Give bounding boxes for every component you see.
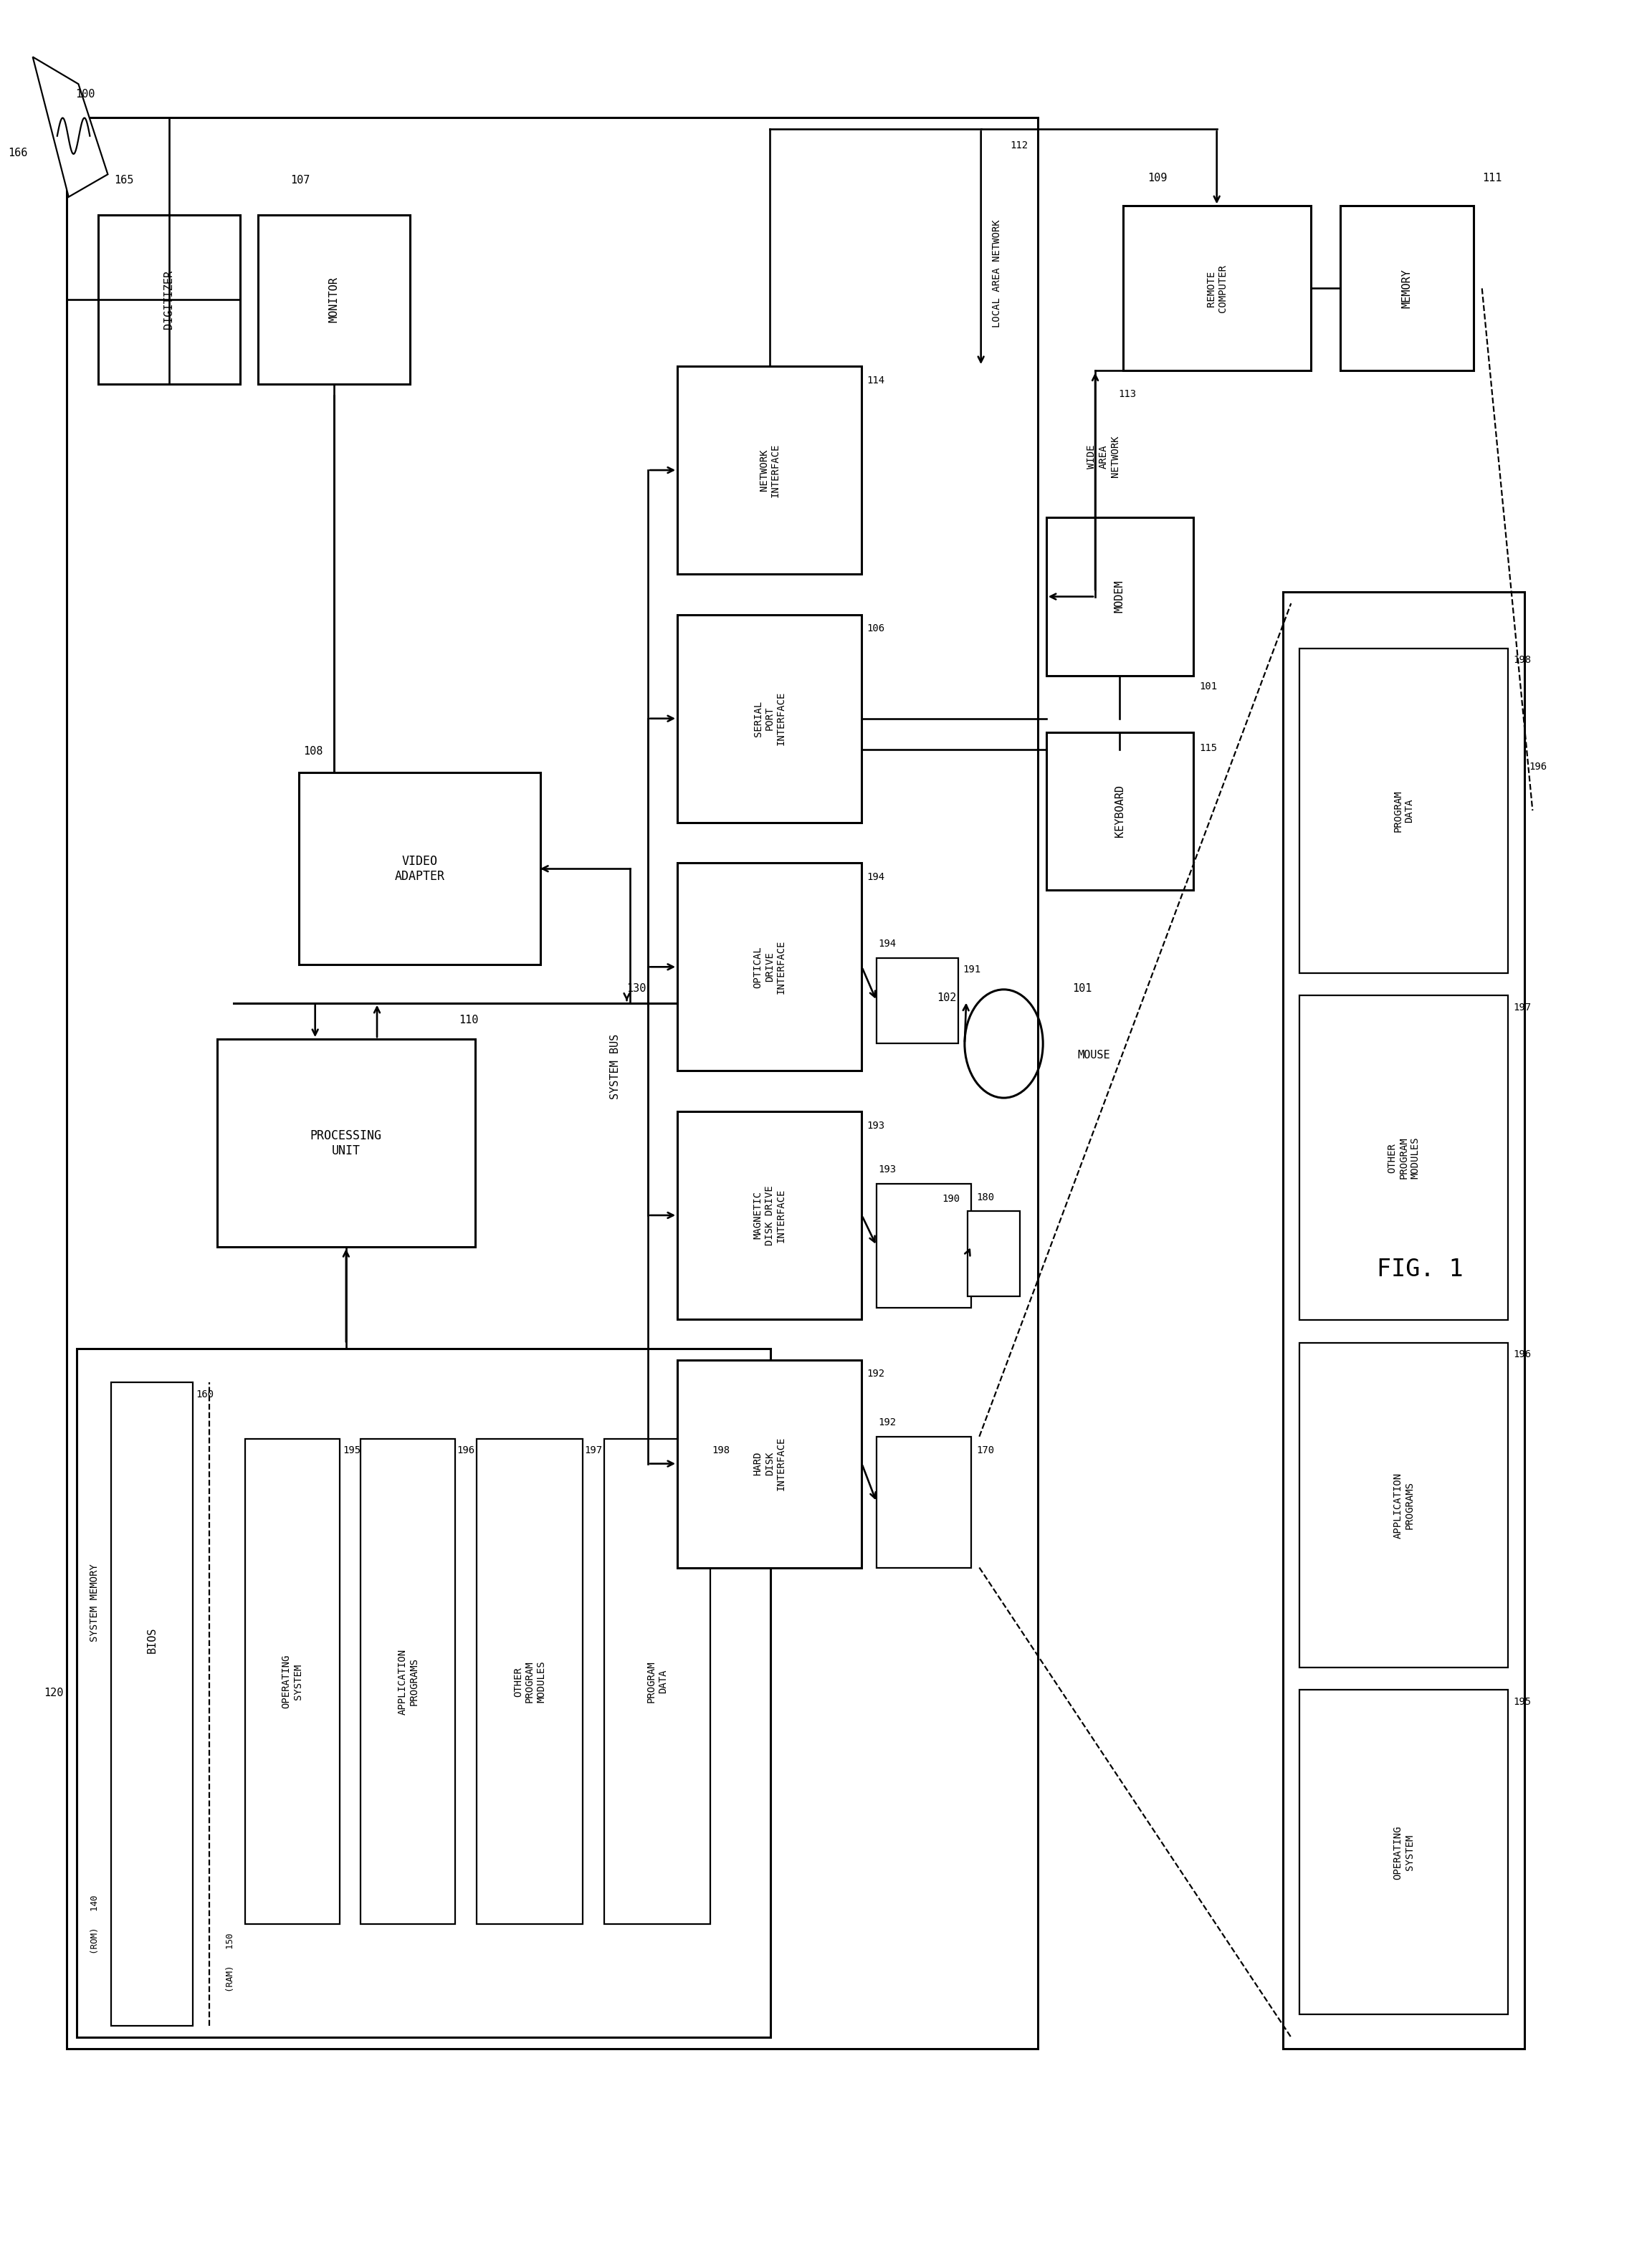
Bar bbox=[877, 1184, 970, 1309]
Bar bbox=[1046, 517, 1194, 676]
Text: OPTICAL
DRIVE
INTERFACE: OPTICAL DRIVE INTERFACE bbox=[754, 939, 787, 993]
Bar bbox=[877, 1436, 970, 1567]
Text: 198: 198 bbox=[711, 1445, 729, 1456]
Bar bbox=[1299, 1343, 1507, 1667]
Text: MODEM: MODEM bbox=[1115, 581, 1125, 612]
Bar bbox=[1123, 206, 1310, 370]
Bar bbox=[678, 615, 862, 823]
Bar bbox=[604, 1438, 709, 1923]
Text: 107: 107 bbox=[291, 175, 310, 186]
Text: OPERATING
SYSTEM: OPERATING SYSTEM bbox=[281, 1656, 304, 1708]
Text: OTHER
PROGRAM
MODULES: OTHER PROGRAM MODULES bbox=[512, 1660, 547, 1703]
Text: 108: 108 bbox=[304, 746, 323, 758]
Text: 193: 193 bbox=[867, 1120, 885, 1129]
Text: 101: 101 bbox=[1072, 984, 1092, 993]
Bar bbox=[112, 1383, 192, 2025]
Text: FIG. 1: FIG. 1 bbox=[1376, 1259, 1463, 1281]
Text: 101: 101 bbox=[1200, 680, 1218, 692]
Text: MAGNETIC
DISK DRIVE
INTERFACE: MAGNETIC DISK DRIVE INTERFACE bbox=[754, 1186, 787, 1245]
Text: 102: 102 bbox=[938, 993, 956, 1002]
Bar bbox=[217, 1039, 475, 1247]
Text: OPERATING
SYSTEM: OPERATING SYSTEM bbox=[1392, 1826, 1414, 1880]
Text: 170: 170 bbox=[975, 1445, 993, 1456]
Bar bbox=[245, 1438, 340, 1923]
Polygon shape bbox=[33, 57, 108, 197]
Text: 196: 196 bbox=[1529, 762, 1547, 771]
Text: 114: 114 bbox=[867, 374, 885, 386]
Text: MEMORY: MEMORY bbox=[1402, 268, 1412, 308]
Text: 196: 196 bbox=[1512, 1349, 1530, 1361]
Text: 196: 196 bbox=[456, 1445, 475, 1456]
Bar bbox=[1299, 1690, 1507, 2014]
Text: PROCESSING
UNIT: PROCESSING UNIT bbox=[310, 1129, 383, 1157]
Text: 165: 165 bbox=[115, 175, 135, 186]
Bar bbox=[1340, 206, 1475, 370]
Text: 191: 191 bbox=[962, 964, 980, 975]
Text: BIOS: BIOS bbox=[146, 1626, 158, 1653]
Text: 190: 190 bbox=[943, 1193, 959, 1204]
Bar bbox=[299, 773, 540, 964]
Bar bbox=[1046, 733, 1194, 889]
Text: REMOTE
COMPUTER: REMOTE COMPUTER bbox=[1205, 265, 1228, 313]
Text: 109: 109 bbox=[1148, 172, 1167, 184]
Bar bbox=[1299, 996, 1507, 1320]
Text: MOUSE: MOUSE bbox=[1077, 1050, 1110, 1061]
Text: NETWORK
INTERFACE: NETWORK INTERFACE bbox=[759, 442, 780, 497]
Text: 198: 198 bbox=[1512, 655, 1530, 665]
Text: 100: 100 bbox=[76, 88, 95, 100]
Text: APPLICATION
PROGRAMS: APPLICATION PROGRAMS bbox=[397, 1649, 419, 1715]
Text: WIDE
AREA
NETWORK: WIDE AREA NETWORK bbox=[1087, 435, 1120, 479]
Bar bbox=[877, 957, 957, 1043]
Text: DIGITIZER: DIGITIZER bbox=[164, 270, 174, 329]
Text: 110: 110 bbox=[458, 1014, 478, 1025]
Bar bbox=[1282, 592, 1524, 2048]
Text: 106: 106 bbox=[867, 624, 885, 633]
Text: LOCAL AREA NETWORK: LOCAL AREA NETWORK bbox=[992, 220, 1002, 327]
Text: 192: 192 bbox=[878, 1418, 897, 1427]
Bar bbox=[678, 1361, 862, 1567]
Text: 166: 166 bbox=[8, 147, 28, 159]
Text: PROGRAM
DATA: PROGRAM DATA bbox=[1392, 789, 1414, 832]
Text: 113: 113 bbox=[1118, 388, 1136, 399]
Text: SYSTEM MEMORY: SYSTEM MEMORY bbox=[90, 1563, 100, 1642]
Text: VIDEO
ADAPTER: VIDEO ADAPTER bbox=[394, 855, 445, 882]
Bar bbox=[67, 118, 1038, 2048]
Text: 194: 194 bbox=[867, 873, 885, 882]
Bar bbox=[678, 864, 862, 1070]
Text: 195: 195 bbox=[343, 1445, 361, 1456]
Text: 111: 111 bbox=[1483, 172, 1501, 184]
Bar bbox=[258, 215, 410, 383]
Text: 195: 195 bbox=[1512, 1696, 1530, 1708]
Text: 120: 120 bbox=[44, 1687, 64, 1699]
Text: 197: 197 bbox=[1512, 1002, 1530, 1012]
Text: APPLICATION
PROGRAMS: APPLICATION PROGRAMS bbox=[1392, 1472, 1414, 1538]
Text: 160: 160 bbox=[195, 1390, 213, 1399]
Bar bbox=[678, 365, 862, 574]
Text: (RAM)   150: (RAM) 150 bbox=[225, 1932, 235, 1991]
Text: (ROM)   140: (ROM) 140 bbox=[90, 1894, 100, 1953]
Bar bbox=[361, 1438, 455, 1923]
Text: 197: 197 bbox=[585, 1445, 603, 1456]
Text: 194: 194 bbox=[878, 939, 897, 948]
Text: 130: 130 bbox=[627, 984, 647, 993]
Text: MONITOR: MONITOR bbox=[328, 277, 340, 322]
Text: KEYBOARD: KEYBOARD bbox=[1115, 785, 1125, 837]
Bar bbox=[476, 1438, 583, 1923]
Bar bbox=[967, 1211, 1020, 1297]
Text: SYSTEM BUS: SYSTEM BUS bbox=[609, 1034, 621, 1100]
Text: 180: 180 bbox=[975, 1193, 993, 1202]
Text: 192: 192 bbox=[867, 1370, 885, 1379]
Text: OTHER
PROGRAM
MODULES: OTHER PROGRAM MODULES bbox=[1387, 1136, 1420, 1179]
Text: 193: 193 bbox=[878, 1163, 897, 1175]
Text: 112: 112 bbox=[1010, 141, 1028, 150]
Bar bbox=[678, 1111, 862, 1320]
Text: PROGRAM
DATA: PROGRAM DATA bbox=[647, 1660, 668, 1703]
Text: SERIAL
PORT
INTERFACE: SERIAL PORT INTERFACE bbox=[754, 692, 787, 746]
Bar bbox=[77, 1349, 770, 2037]
Bar bbox=[1299, 649, 1507, 973]
Text: HARD
DISK
INTERFACE: HARD DISK INTERFACE bbox=[754, 1436, 787, 1490]
Bar bbox=[99, 215, 240, 383]
Text: 115: 115 bbox=[1200, 744, 1218, 753]
